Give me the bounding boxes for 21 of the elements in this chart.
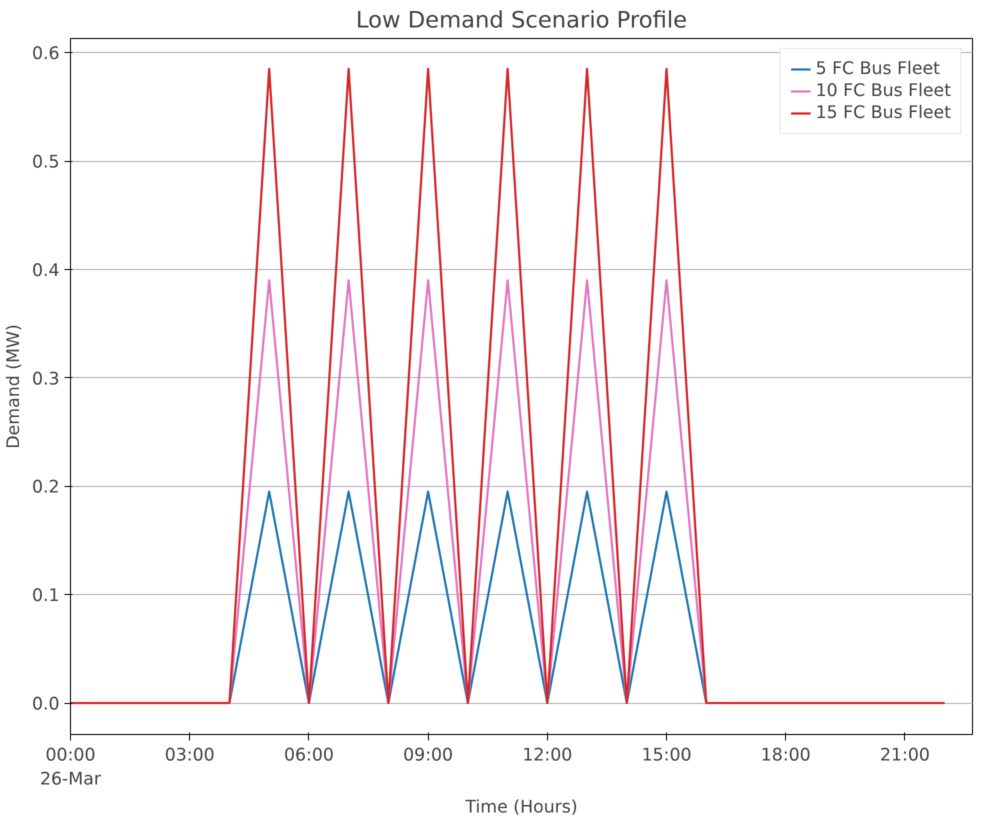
x-tick-label: 03:00 [164, 746, 215, 766]
x-tick-label: 00:00 26-Mar [40, 746, 102, 790]
y-tick-label: 0.5 [32, 152, 60, 173]
chart-title: Low Demand Scenario Profile [356, 8, 688, 34]
y-tick-label: 0.2 [32, 478, 60, 498]
y-axis-title: Demand (MW) [4, 324, 24, 449]
y-tick-label: 0.1 [32, 586, 60, 606]
legend-label: 5 FC Bus Fleet [816, 59, 940, 79]
y-tick-label: 0.4 [32, 260, 60, 281]
x-tick-label: 12:00 [522, 746, 572, 766]
y-tick-label: 0.6 [32, 44, 60, 64]
x-tick-label: 09:00 [403, 746, 454, 766]
y-tick-label: 0.3 [32, 369, 60, 390]
legend-label: 10 FC Bus Fleet [816, 81, 951, 101]
x-tick-label: 21:00 [880, 746, 930, 766]
x-tick-label: 18:00 [760, 746, 811, 766]
x-tick-label: 06:00 [284, 746, 334, 766]
x-tick-label: 15:00 [642, 746, 692, 766]
x-axis-title: Time (Hours) [464, 798, 578, 818]
y-tick-label: 0.0 [32, 694, 60, 715]
legend-label: 15 FC Bus Fleet [816, 103, 951, 123]
